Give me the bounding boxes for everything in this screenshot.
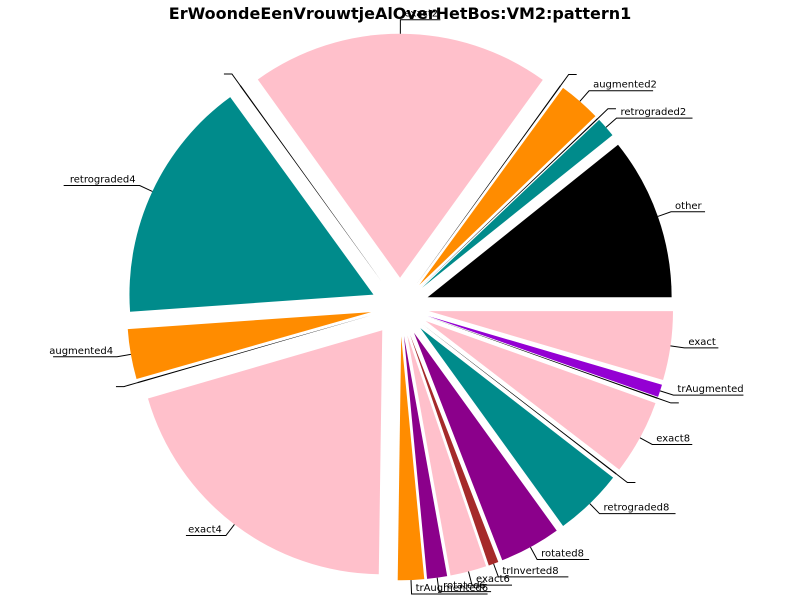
slice-label-augmented4: augmented4 — [49, 346, 113, 357]
leader-line-exact4 — [185, 524, 235, 537]
pie-slice-exact4 — [147, 330, 383, 575]
leader-line-unlabeled-12 — [115, 382, 138, 388]
slice-label-augmented2: augmented2 — [593, 80, 657, 91]
pie-slice-exact — [428, 311, 673, 380]
pie-slice-retrograded8 — [420, 328, 614, 526]
leader-line-retrograded4 — [63, 185, 153, 192]
leader-line-rotated6 — [436, 577, 492, 593]
slice-label-rotated8: rotated8 — [541, 548, 584, 559]
pie-slice-rotated6 — [403, 336, 448, 579]
slice-label-exact8: exact8 — [656, 433, 690, 444]
leader-line-trAugmented — [659, 390, 744, 396]
leader-line-exact — [670, 345, 719, 349]
slice-label-exact: exact — [688, 337, 716, 348]
slice-label-exact2: exact2 — [404, 9, 438, 20]
leader-line-retrograded8 — [589, 503, 676, 515]
pie-slice-rotated8 — [413, 332, 557, 561]
leader-line-other — [657, 211, 706, 217]
pie-slice-unlabeled-19 — [421, 118, 599, 287]
pie-slice-unlabeled-12 — [137, 315, 372, 384]
pie-slice-unlabeled-17 — [417, 85, 561, 284]
pie-slice-exact8 — [425, 321, 656, 470]
slice-label-other: other — [675, 201, 703, 212]
leader-line-unlabeled-15 — [223, 73, 241, 86]
slice-label-exact4: exact4 — [188, 525, 222, 536]
leader-line-unlabeled-2 — [657, 397, 679, 404]
chart-title: ErWoondeEenVrouwtjeAlOverHetBos:VM2:patt… — [169, 4, 631, 23]
leader-line-unlabeled-4 — [616, 473, 636, 484]
pie-slice-trAugmented — [427, 315, 662, 397]
slice-label-trAugmented6: trAugmented6 — [416, 583, 489, 594]
pie-slice-augmented4 — [127, 312, 372, 380]
slice-label-retrograded4: retrograded4 — [70, 175, 136, 186]
leader-line-retrograded2 — [605, 117, 693, 128]
leader-line-trInverted8 — [493, 563, 569, 578]
pie-slice-unlabeled-2 — [427, 316, 658, 399]
slice-label-retrograded2: retrograded2 — [621, 107, 687, 118]
slice-label-retrograded8: retrograded8 — [604, 503, 670, 514]
leader-line-exact6 — [468, 571, 513, 586]
leader-line-augmented4 — [53, 353, 131, 358]
pie-slices — [127, 33, 673, 581]
slice-label-trAugmented: trAugmented — [677, 384, 743, 395]
leader-line-augmented2 — [579, 90, 654, 102]
pie-slice-unlabeled-4 — [423, 324, 617, 475]
pie-slice-augmented2 — [419, 87, 596, 285]
slice-label-rotated6: rotated6 — [443, 581, 486, 592]
leader-line-exact2 — [399, 19, 441, 34]
pie-slice-exact6 — [407, 335, 487, 576]
pie-slice-retrograded2 — [422, 119, 613, 288]
pie-slice-trInverted8 — [410, 334, 499, 566]
pie-slice-trAugmented6 — [397, 336, 425, 581]
leader-line-trAugmented6 — [410, 580, 488, 595]
pie-slice-other — [427, 144, 672, 298]
slice-label-trInverted8: trInverted8 — [502, 566, 558, 577]
leader-line-unlabeled-17 — [560, 73, 577, 87]
leader-line-rotated8 — [530, 546, 590, 560]
leader-line-exact8 — [639, 437, 693, 445]
pie-slice-unlabeled-15 — [239, 85, 383, 284]
pie-slice-retrograded4 — [129, 97, 374, 312]
leader-line-unlabeled-19 — [597, 108, 616, 119]
pie-labels: exact trAugmented exact8 retrograded8 rotate… — [49, 9, 744, 595]
pie-slice-exact2 — [257, 33, 543, 278]
slice-label-exact6: exact6 — [476, 574, 510, 585]
